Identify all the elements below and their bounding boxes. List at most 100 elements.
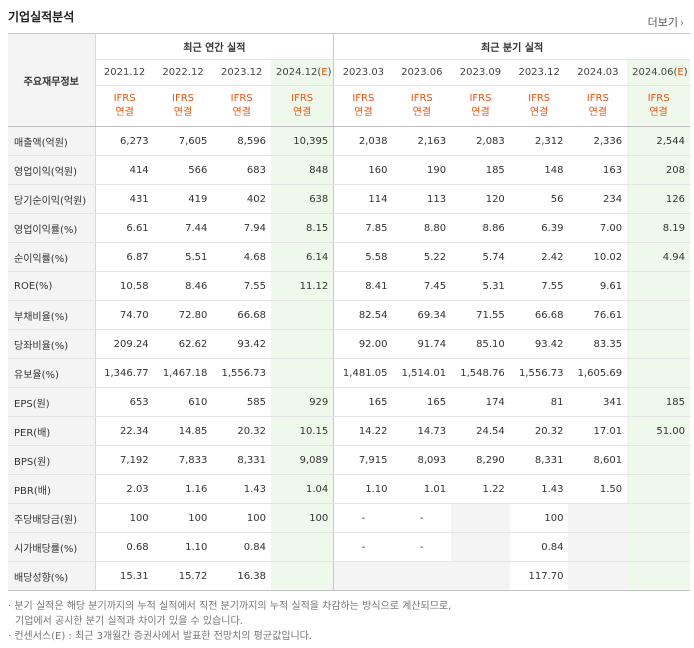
table-cell: 8.46	[153, 271, 213, 301]
table-cell: 8.19	[627, 213, 690, 243]
table-row: 영업이익률(%) 6.61 7.44 7.94 8.15 7.85 8.80 8.86 6.39…	[8, 213, 690, 243]
table-cell: 4.68	[212, 242, 272, 272]
table-cell: 7.85	[333, 213, 393, 243]
table-cell: 1,346.77	[95, 358, 154, 388]
table-cell	[627, 358, 690, 388]
table-cell: 0.68	[95, 532, 154, 562]
basis-line2: 연결	[173, 107, 193, 118]
table-cell: 148	[509, 155, 569, 185]
table-cell: 234	[568, 184, 628, 214]
table-cell: 8.86	[451, 213, 510, 243]
period-header: 2024.12(E)	[271, 59, 334, 86]
table-cell	[627, 561, 690, 591]
table-cell	[568, 532, 628, 562]
table-cell: 15.31	[95, 561, 154, 591]
basis-header: IFRS 연결	[451, 85, 510, 127]
table-cell	[568, 561, 628, 591]
row-label: 순이익률(%)	[8, 242, 96, 272]
table-cell	[271, 329, 334, 359]
table-cell	[627, 532, 690, 562]
table-cell: 71.55	[451, 300, 510, 330]
table-cell: 14.85	[153, 416, 213, 446]
row-label: 영업이익률(%)	[8, 213, 96, 243]
table-cell: 174	[451, 387, 510, 417]
table-cell: 6,273	[95, 126, 154, 156]
table-cell: 100	[95, 503, 154, 533]
period-header: 2024.06(E)	[627, 59, 690, 86]
table-cell: 113	[392, 184, 452, 214]
row-label: 당좌비율(%)	[8, 329, 96, 359]
table-cell: 1,514.01	[392, 358, 452, 388]
table-cell	[568, 503, 628, 533]
table-cell: -	[392, 503, 452, 533]
table-cell: 7.55	[212, 271, 272, 301]
table-cell: 5.58	[333, 242, 393, 272]
table-cell: 414	[95, 155, 154, 185]
period-header: 2024.03	[568, 59, 628, 86]
section-title: 기업실적분석	[8, 10, 75, 24]
table-cell: 15.72	[153, 561, 213, 591]
table-cell: 431	[95, 184, 154, 214]
basis-line2: 연결	[529, 107, 549, 118]
footnote-1-cont: 기업에서 공시한 분기 실적과 차이가 있을 수 있습니다.	[15, 616, 243, 627]
row-label: 시가배당률(%)	[8, 532, 96, 562]
table-cell: 14.73	[392, 416, 452, 446]
table-row: 주당배당금(원) 100 100 100 100- -100	[8, 503, 690, 533]
table-cell: 100	[271, 503, 334, 533]
row-label: 영업이익(억원)	[8, 155, 96, 185]
row-label: EPS(원)	[8, 387, 96, 417]
table-cell: 585	[212, 387, 272, 417]
table-cell: 5.74	[451, 242, 510, 272]
table-cell: 6.61	[95, 213, 154, 243]
table-cell: 7.55	[509, 271, 569, 301]
table-cell: 341	[568, 387, 628, 417]
table-cell: 1.50	[568, 474, 628, 504]
table-cell: 114	[333, 184, 393, 214]
table-cell: 51.00	[627, 416, 690, 446]
table-cell: 1,556.73	[212, 358, 272, 388]
basis-line1: IFRS	[230, 93, 253, 104]
table-cell: 24.54	[451, 416, 510, 446]
row-label: BPS(원)	[8, 445, 96, 475]
table-cell	[271, 561, 334, 591]
table-cell	[451, 561, 510, 591]
table-cell: -	[333, 532, 393, 562]
table-cell: 120	[451, 184, 510, 214]
more-link[interactable]: 더보기 ›	[648, 14, 684, 30]
row-label: 배당성향(%)	[8, 561, 96, 591]
table-row: 배당성향(%) 15.31 15.72 16.38 117.70	[8, 561, 690, 591]
financial-table: 주요재무정보 최근 연간 실적 최근 분기 실적 2021.12 2022.12 2…	[8, 33, 690, 591]
table-cell: 653	[95, 387, 154, 417]
basis-line1: IFRS	[586, 93, 609, 104]
table-cell: 2,038	[333, 126, 393, 156]
table-cell	[627, 474, 690, 504]
table-cell: 83.35	[568, 329, 628, 359]
table-cell: 1.16	[153, 474, 213, 504]
table-row: 순이익률(%) 6.87 5.51 4.68 6.14 5.58 5.22 5.74 2.42 1…	[8, 242, 690, 272]
table-cell: 1.01	[392, 474, 452, 504]
table-cell: 8,093	[392, 445, 452, 475]
basis-line1: IFRS	[528, 93, 551, 104]
table-row: 영업이익(억원) 414 566 683 848 160 190 185 148 163 208	[8, 155, 690, 185]
table-cell: -	[333, 503, 393, 533]
table-cell: 8.41	[333, 271, 393, 301]
table-row: PER(배) 22.34 14.85 20.32 10.15 14.22 14.73 24.5…	[8, 416, 690, 446]
row-label: 당기순이익(억원)	[8, 184, 96, 214]
table-cell	[451, 503, 510, 533]
table-cell: 929	[271, 387, 334, 417]
table-cell: 20.32	[212, 416, 272, 446]
table-cell: 7.00	[568, 213, 628, 243]
basis-line1: IFRS	[647, 93, 670, 104]
table-cell: 14.22	[333, 416, 393, 446]
table-cell: 10.15	[271, 416, 334, 446]
table-row: PBR(배) 2.03 1.16 1.43 1.04 1.10 1.01 1.22 1.43 1.…	[8, 474, 690, 504]
basis-line2: 연결	[649, 107, 668, 118]
table-cell: 8,290	[451, 445, 510, 475]
basis-line1: IFRS	[469, 93, 492, 104]
basis-line1: IFRS	[291, 93, 314, 104]
table-cell: 66.68	[212, 300, 272, 330]
table-cell: 190	[392, 155, 452, 185]
table-cell: 7,605	[153, 126, 213, 156]
table-cell: 10.02	[568, 242, 628, 272]
table-cell: 9,089	[271, 445, 334, 475]
